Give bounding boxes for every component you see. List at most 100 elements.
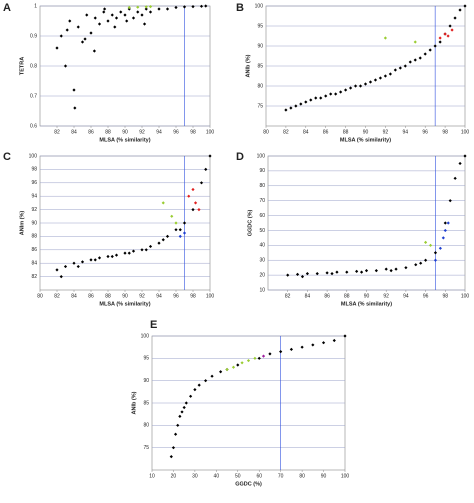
data-point — [83, 37, 87, 41]
data-point — [148, 5, 153, 9]
data-point — [174, 221, 178, 225]
data-point — [443, 221, 447, 225]
data-point — [404, 266, 408, 270]
y-tick-label: 60 — [259, 213, 265, 219]
y-tick-label: 0.6 — [30, 123, 37, 129]
data-point — [148, 10, 153, 14]
y-tick-label: 95 — [257, 23, 263, 29]
data-point — [324, 94, 328, 98]
x-tick-label: 100 — [206, 293, 215, 299]
data-point — [92, 49, 96, 53]
x-tick-label: 84 — [71, 129, 77, 135]
y-tick-label: 20 — [259, 272, 265, 278]
data-point — [257, 356, 261, 360]
x-tick-label: 98 — [442, 129, 448, 135]
x-tick-label: 98 — [190, 129, 196, 135]
data-point — [394, 267, 398, 271]
data-point — [204, 4, 208, 8]
data-point — [97, 256, 102, 260]
y-tick-label: 95 — [143, 356, 149, 362]
data-point — [319, 96, 323, 100]
data-point — [113, 25, 117, 29]
data-point — [458, 161, 462, 166]
data-point — [93, 258, 97, 262]
data-point — [253, 356, 257, 360]
data-point — [423, 52, 427, 56]
y-tick-label: 50 — [259, 228, 265, 234]
x-tick-label: 98 — [190, 293, 196, 299]
data-point — [193, 201, 198, 205]
data-point — [174, 5, 178, 10]
data-point — [55, 46, 59, 50]
y-tick-label: 0.7 — [30, 93, 37, 99]
y-tick-label: 86 — [31, 247, 37, 253]
y-axis-label: ANIb (%) — [245, 54, 251, 77]
data-point — [446, 221, 450, 225]
data-point — [335, 270, 339, 274]
data-point — [59, 34, 63, 38]
data-point — [161, 238, 165, 242]
data-point — [187, 194, 191, 198]
data-point — [199, 4, 204, 8]
data-point — [359, 270, 364, 274]
data-point — [76, 264, 80, 269]
data-point — [286, 273, 290, 277]
data-point — [450, 28, 454, 32]
data-point — [300, 345, 304, 349]
data-point — [89, 31, 93, 35]
data-point — [80, 260, 85, 264]
x-tick-label: 100 — [341, 473, 350, 479]
y-tick-label: 84 — [31, 261, 37, 267]
y-tick-label: 94 — [31, 194, 37, 200]
data-point — [76, 25, 80, 29]
data-point — [448, 199, 452, 203]
data-point — [433, 258, 438, 262]
data-point — [73, 106, 77, 110]
data-point — [89, 258, 93, 262]
data-point — [279, 350, 283, 354]
data-point — [419, 261, 423, 265]
data-point — [204, 379, 208, 383]
data-point — [131, 249, 136, 253]
y-axis-label: ANIm (%) — [19, 211, 25, 236]
data-point — [348, 86, 353, 90]
data-point — [123, 251, 127, 255]
data-point — [119, 10, 123, 14]
y-tick-label: 85 — [257, 63, 263, 69]
data-point — [103, 7, 107, 11]
x-axis-label: MLSA (% similarity) — [341, 301, 392, 307]
x-tick-label: 80 — [37, 293, 43, 299]
x-tick-label: 88 — [344, 293, 350, 299]
data-point — [309, 98, 313, 102]
data-point — [383, 74, 387, 78]
data-point — [393, 68, 397, 72]
data-point — [353, 84, 358, 88]
data-point — [448, 24, 452, 28]
x-tick-label: 88 — [343, 129, 349, 135]
data-point — [110, 13, 114, 17]
data-point — [458, 8, 462, 12]
y-axis-label: GGDC (%) — [247, 210, 253, 237]
data-point — [315, 272, 319, 276]
data-point — [68, 19, 72, 23]
data-point — [140, 13, 144, 17]
data-point — [378, 76, 383, 80]
data-point — [102, 10, 106, 14]
data-point — [428, 48, 432, 52]
y-axis-label: TETRA — [19, 57, 25, 75]
data-point — [305, 272, 309, 276]
data-point — [299, 102, 303, 106]
y-tick-label: 85 — [143, 400, 149, 406]
x-tick-label: 92 — [383, 293, 389, 299]
x-tick-label: 70 — [278, 473, 284, 479]
data-point — [383, 36, 387, 40]
data-point — [414, 263, 418, 267]
data-point — [59, 275, 63, 279]
x-tick-label: 96 — [173, 293, 179, 299]
x-tick-label: 80 — [263, 129, 269, 135]
data-point — [339, 90, 343, 94]
data-point — [157, 241, 161, 245]
data-point — [157, 7, 161, 11]
data-point — [418, 56, 422, 60]
